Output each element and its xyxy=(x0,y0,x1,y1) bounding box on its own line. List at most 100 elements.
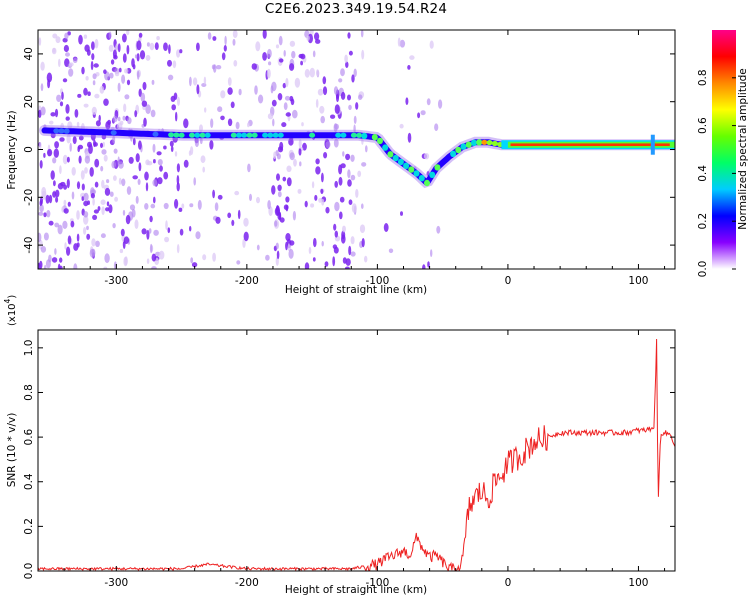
noise-speckle-mark xyxy=(251,63,257,70)
snr-x-axis: -300 -200 -100 0 100 xyxy=(37,330,666,589)
noise-speckle-mark xyxy=(92,73,97,80)
noise-speckle-mark xyxy=(108,44,114,52)
noise-speckle-mark xyxy=(54,222,60,228)
noise-speckle-mark xyxy=(223,45,227,52)
noise-speckle-mark xyxy=(297,188,302,194)
noise-speckle-mark xyxy=(210,118,214,128)
noise-speckle-mark xyxy=(156,151,162,156)
noise-speckle-mark xyxy=(324,261,329,267)
noise-speckle-mark xyxy=(298,53,304,59)
noise-speckle-mark xyxy=(163,42,168,51)
trace-blob xyxy=(361,132,368,140)
noise-speckle-mark xyxy=(283,102,288,110)
colorbar-tick-label: 0.6 xyxy=(697,117,709,134)
noise-speckle-mark xyxy=(46,72,53,83)
noise-speckle-mark xyxy=(122,209,126,216)
noise-speckle-mark xyxy=(117,82,121,93)
noise-speckle-mark xyxy=(53,148,59,158)
noise-speckle-mark xyxy=(134,54,138,59)
noise-speckle-mark xyxy=(176,163,180,173)
x-tick-label: 0 xyxy=(505,275,512,287)
noise-speckle-mark xyxy=(124,256,128,266)
noise-speckle-mark xyxy=(176,49,181,58)
noise-speckle-mark xyxy=(83,227,87,235)
noise-speckle-mark xyxy=(123,103,127,113)
noise-speckle-mark xyxy=(153,229,159,236)
noise-speckle-mark xyxy=(103,266,108,269)
noise-speckle-mark xyxy=(52,157,57,164)
noise-speckle-mark xyxy=(112,49,117,59)
noise-speckle-mark xyxy=(298,148,302,156)
noise-speckle-mark xyxy=(39,200,43,207)
noise-speckle-mark xyxy=(217,194,223,200)
noise-speckle-mark xyxy=(268,61,272,66)
noise-speckle-mark xyxy=(125,214,131,225)
noise-speckle-mark xyxy=(271,99,277,107)
noise-speckle-mark xyxy=(278,35,283,46)
noise-speckle-mark xyxy=(361,49,365,60)
noise-speckle-mark xyxy=(168,44,171,54)
noise-speckle-mark xyxy=(364,255,368,263)
noise-speckle-mark xyxy=(353,68,357,78)
noise-speckle-mark xyxy=(104,253,110,264)
noise-speckle-mark xyxy=(55,196,59,203)
noise-speckle-mark xyxy=(270,85,274,94)
noise-speckle-mark xyxy=(284,95,291,101)
noise-speckle-mark xyxy=(243,231,249,242)
noise-speckle-mark xyxy=(340,163,346,169)
noise-speckle-mark xyxy=(256,244,260,251)
noise-speckle-mark xyxy=(104,187,111,196)
noise-speckle-mark xyxy=(200,155,206,163)
trace-blob xyxy=(408,166,415,173)
carrier-band-inner xyxy=(510,143,670,147)
noise-speckle-mark xyxy=(277,184,282,191)
noise-speckle-mark xyxy=(112,135,116,144)
noise-speckle-mark xyxy=(314,32,320,41)
noise-speckle-mark xyxy=(139,50,146,60)
noise-speckle-mark xyxy=(144,203,149,210)
noise-speckle-mark xyxy=(285,112,291,117)
trace-blob xyxy=(413,170,420,177)
noise-speckle-mark xyxy=(212,252,217,262)
noise-speckle-mark xyxy=(388,248,394,254)
noise-speckle-mark xyxy=(39,141,42,150)
noise-speckle-mark xyxy=(177,96,180,106)
noise-speckle-mark xyxy=(332,244,338,249)
noise-speckle-mark xyxy=(117,43,121,53)
noise-speckle-mark xyxy=(234,190,240,196)
noise-speckle-mark xyxy=(48,194,53,204)
noise-speckle-mark xyxy=(342,151,345,157)
noise-speckle-mark xyxy=(45,194,50,204)
noise-speckle-mark xyxy=(351,203,357,214)
noise-speckle-mark xyxy=(286,165,292,173)
noise-speckle-mark xyxy=(276,173,280,181)
noise-speckle-mark xyxy=(151,79,155,85)
noise-speckle-mark xyxy=(171,104,176,111)
noise-speckle-mark xyxy=(105,207,110,212)
y-tick-label: 0.0 xyxy=(23,563,35,580)
trace-blob xyxy=(403,162,410,169)
noise-speckle-mark xyxy=(313,237,317,248)
colorbar-gradient xyxy=(712,30,736,269)
spectrogram-signal-trace xyxy=(39,124,675,189)
noise-speckle-mark xyxy=(212,189,216,199)
noise-speckle-mark xyxy=(348,50,353,56)
noise-speckle-mark xyxy=(71,191,75,200)
noise-speckle-mark xyxy=(242,238,246,249)
noise-speckle-mark xyxy=(59,257,63,263)
noise-speckle-mark xyxy=(360,30,364,38)
noise-speckle-mark xyxy=(78,135,84,141)
noise-speckle-mark xyxy=(90,60,94,71)
noise-speckle-mark xyxy=(358,94,363,100)
trace-blob xyxy=(199,132,206,138)
noise-speckle-mark xyxy=(64,32,69,40)
x-tick-label: 100 xyxy=(628,577,648,589)
noise-speckle-mark xyxy=(266,68,271,79)
noise-speckle-mark xyxy=(90,189,97,195)
noise-speckle-mark xyxy=(275,150,279,157)
noise-speckle-mark xyxy=(103,98,109,106)
trace-blob xyxy=(491,140,498,147)
colorbar: 0.0 0.2 0.4 0.6 0.8 Normalized spectral ampl… xyxy=(697,30,749,277)
y-tick-label: 0 xyxy=(23,146,35,153)
noise-speckle-mark xyxy=(233,60,238,67)
